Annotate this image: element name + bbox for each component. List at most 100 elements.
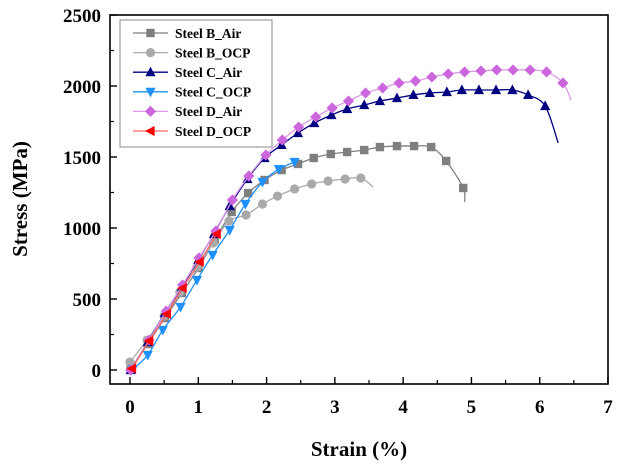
data-point-marker [126, 363, 137, 374]
data-point-marker [125, 357, 135, 367]
data-point-marker [310, 111, 322, 123]
data-point-marker [409, 75, 422, 87]
data-point-marker [426, 142, 436, 152]
data-point-marker [359, 99, 370, 110]
y-tick-label: 1500 [63, 148, 101, 169]
legend-marker-triangle-left-icon [144, 125, 155, 137]
data-point-marker [459, 183, 468, 193]
y-tick-label: 2500 [63, 6, 101, 27]
data-point-marker [359, 87, 372, 99]
legend-box [119, 19, 273, 148]
data-point-marker [342, 147, 352, 157]
legend-marker-triangle-up-icon [145, 66, 156, 77]
data-point-marker [142, 350, 153, 361]
x-tick-label: 1 [194, 397, 204, 418]
legend-item: Steel C_Air [133, 65, 242, 80]
x-tick-label: 4 [398, 397, 408, 418]
data-point-marker [289, 184, 300, 194]
data-point-marker [491, 64, 503, 76]
ticks-layer: 0 1 2 3 4 5 6 7 0 500 1000 1500 2000 2500 [63, 6, 613, 418]
data-point-marker [540, 100, 551, 111]
data-point-marker [194, 256, 204, 268]
data-point-marker [272, 191, 283, 201]
data-point-marker [326, 102, 338, 114]
data-point-marker [456, 84, 467, 95]
data-point-marker [377, 82, 389, 94]
data-point-marker [392, 141, 402, 151]
x-tick-label: 6 [535, 397, 545, 418]
series-layer [125, 64, 572, 376]
y-axis-title: Stress (MPa) [8, 141, 32, 257]
x-axis-title: Strain (%) [311, 437, 407, 461]
legend-label: Steel D_OCP [175, 124, 251, 139]
data-point-marker [490, 84, 502, 95]
legend-item: Steel B_OCP [133, 45, 250, 60]
data-point-marker [207, 250, 218, 261]
data-point-marker [293, 121, 305, 133]
data-point-marker [424, 87, 435, 98]
data-point-marker [208, 238, 218, 248]
data-point-marker [393, 77, 405, 89]
x-tick-label: 5 [467, 397, 477, 418]
series-line [130, 145, 466, 370]
data-point-marker [340, 174, 350, 184]
data-point-marker [360, 145, 369, 155]
data-point-marker [240, 199, 251, 210]
data-point-marker [175, 302, 186, 313]
series-line [131, 229, 220, 369]
x-tick-label: 3 [330, 397, 340, 418]
legend-item: Steel C_OCP [133, 85, 251, 100]
series-line [129, 176, 374, 363]
data-point-marker [557, 77, 569, 89]
legend-marker-square-icon [146, 28, 155, 38]
series-steel-d-ocp [126, 228, 221, 374]
data-point-marker [524, 64, 536, 76]
legend-label: Steel D_Air [175, 104, 242, 119]
y-tick-label: 1000 [63, 219, 101, 240]
data-point-marker [211, 228, 221, 240]
x-tick-label: 7 [603, 397, 613, 418]
data-point-marker [243, 188, 253, 198]
data-point-marker [191, 275, 203, 286]
data-point-marker [540, 66, 553, 78]
legend: Steel B_Air Steel B_OCP Steel C_Air Steel C… [119, 19, 273, 148]
data-point-marker [374, 95, 386, 106]
series-line [132, 159, 298, 370]
data-point-marker [342, 95, 355, 107]
y-tick-label: 2000 [63, 77, 101, 98]
data-point-marker [273, 164, 284, 175]
data-point-marker [226, 194, 239, 206]
legend-item: Steel B_Air [133, 26, 241, 41]
data-point-marker [143, 335, 154, 347]
legend-marker-circle-icon [145, 48, 156, 58]
data-point-marker [473, 84, 485, 95]
data-point-marker [276, 134, 288, 146]
data-point-marker [459, 66, 471, 78]
legend-label: Steel B_Air [175, 26, 241, 41]
legend-item: Steel D_OCP [133, 124, 251, 139]
data-point-marker [292, 127, 304, 138]
data-point-marker [323, 176, 333, 186]
legend-marker-triangle-down-icon [145, 87, 156, 98]
data-point-marker [391, 92, 403, 103]
data-point-marker [157, 325, 168, 336]
legend-item: Steel D_Air [133, 104, 242, 119]
data-point-marker [161, 308, 171, 320]
data-point-marker [193, 252, 205, 264]
series-steel-b-ocp [125, 173, 374, 367]
y-tick-label: 0 [92, 361, 102, 382]
data-point-marker [224, 216, 234, 226]
data-point-marker [507, 64, 519, 76]
series-line [130, 69, 572, 371]
data-point-marker [356, 173, 366, 183]
data-point-marker [176, 279, 189, 291]
data-point-marker [507, 84, 518, 95]
series-steel-c-ocp [127, 157, 300, 375]
data-point-marker [176, 282, 187, 294]
series-steel-b-air [126, 141, 468, 374]
data-point-marker [523, 89, 534, 100]
data-point-marker [342, 103, 353, 114]
data-point-marker [441, 86, 452, 97]
data-point-marker [257, 199, 268, 209]
